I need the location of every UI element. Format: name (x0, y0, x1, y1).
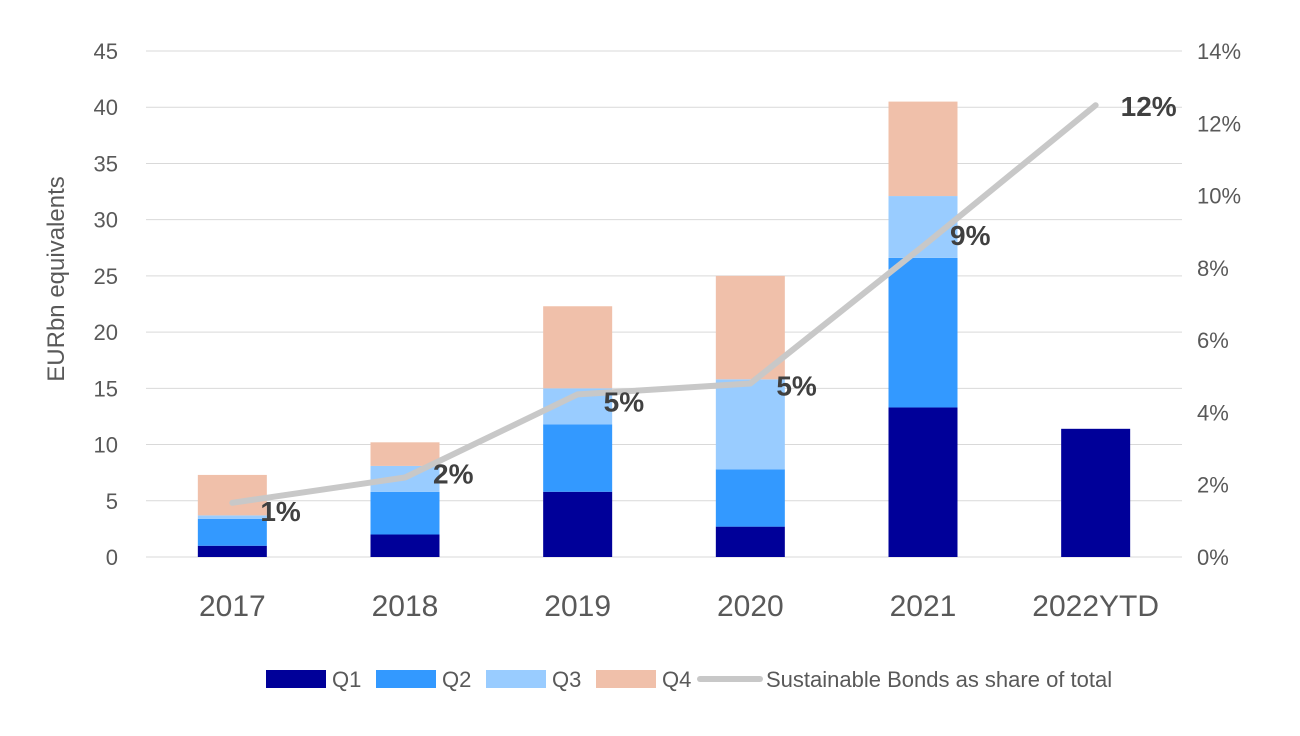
share-data-label: 5% (604, 386, 645, 417)
bar-q4-2018 (370, 442, 440, 466)
legend-label: Q4 (662, 667, 691, 692)
bar-q3-2017 (197, 515, 267, 519)
y2-tick-label: 10% (1197, 184, 1241, 209)
share-line (229, 102, 1099, 506)
y-tick-label: 20 (94, 320, 118, 345)
x-tick-label: 2017 (199, 590, 266, 623)
bar-q4-2021 (888, 101, 958, 197)
y-tick-label: 25 (94, 264, 118, 289)
bar-q2-2019 (543, 424, 613, 492)
y-tick-label: 30 (94, 208, 118, 233)
x-axis: 2017 2018 2019 2020 2021 2022YTD (199, 590, 1159, 623)
y-tick-label: 0 (106, 545, 118, 570)
bar-q1-2021 (888, 407, 958, 557)
share-data-label: 12% (1121, 91, 1177, 122)
y-tick-label: 40 (94, 95, 118, 120)
share-data-label: 9% (950, 220, 991, 251)
legend: Q1 Q2 Q3 Q4 Sustainable Bonds as share of to… (266, 667, 1112, 692)
y2-tick-label: 2% (1197, 473, 1229, 498)
y2-tick-label: 6% (1197, 328, 1229, 353)
y-axis-title: EURbn equivalents (43, 176, 70, 381)
y-tick-label: 5 (106, 489, 118, 514)
x-tick-label: 2022YTD (1032, 590, 1159, 623)
legend-swatch-q3 (486, 670, 546, 688)
left-axis: 0 5 10 15 20 25 30 35 40 45 (94, 39, 118, 570)
legend-label: Sustainable Bonds as share of total (766, 667, 1112, 692)
y-tick-label: 45 (94, 39, 118, 64)
line-data-labels: 1% 2% 5% 5% 9% 12% (260, 91, 1176, 527)
y2-tick-label: 12% (1197, 111, 1241, 136)
y-tick-label: 35 (94, 151, 118, 176)
y-tick-label: 10 (94, 433, 118, 458)
y2-tick-label: 0% (1197, 545, 1229, 570)
right-axis: 0% 2% 4% 6% 8% 10% 12% 14% (1197, 39, 1241, 570)
bar-q3-2020 (715, 379, 785, 470)
bar-q1-2017 (197, 545, 267, 557)
share-data-label: 2% (433, 458, 474, 489)
legend-swatch-q4 (596, 670, 656, 688)
bar-q4-2019 (543, 306, 613, 389)
bar-q2-2020 (715, 469, 785, 527)
x-tick-label: 2019 (544, 590, 611, 623)
share-data-label: 5% (776, 371, 817, 402)
bar-q1-2018 (370, 534, 440, 557)
x-tick-label: 2021 (890, 590, 957, 623)
bar-q2-2021 (888, 257, 958, 408)
share-data-label: 1% (260, 496, 301, 527)
legend-swatch-q2 (376, 670, 436, 688)
gridlines (146, 50, 1182, 558)
legend-label: Q3 (552, 667, 581, 692)
bar-q1-2022ytd (1061, 428, 1131, 557)
legend-swatch-q1 (266, 670, 326, 688)
y-tick-label: 15 (94, 376, 118, 401)
y2-tick-label: 14% (1197, 39, 1241, 64)
legend-label: Q1 (332, 667, 361, 692)
legend-label: Q2 (442, 667, 471, 692)
y2-tick-label: 8% (1197, 256, 1229, 281)
x-tick-label: 2018 (372, 590, 439, 623)
x-tick-label: 2020 (717, 590, 784, 623)
share-line-path (229, 102, 1099, 506)
bar-q2-2017 (197, 518, 267, 546)
bar-q2-2018 (370, 491, 440, 535)
y2-tick-label: 4% (1197, 400, 1229, 425)
bar-q1-2020 (715, 526, 785, 557)
bar-q4-2017 (197, 474, 267, 516)
bar-q1-2019 (543, 491, 613, 557)
